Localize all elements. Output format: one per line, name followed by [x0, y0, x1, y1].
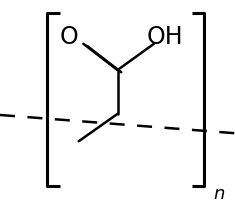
Text: OH: OH: [146, 25, 183, 49]
Text: O: O: [60, 25, 79, 49]
Text: n: n: [214, 185, 225, 203]
